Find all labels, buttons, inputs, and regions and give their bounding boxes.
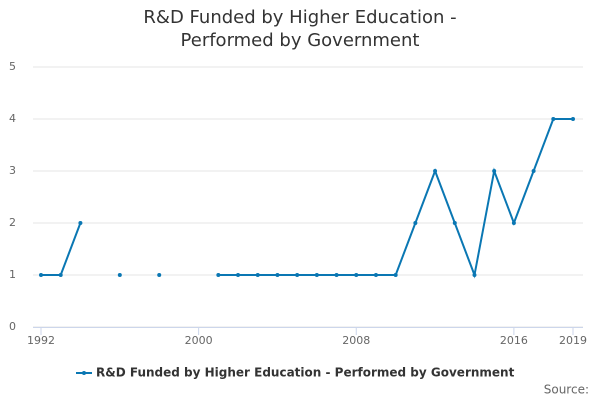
point [39, 273, 43, 277]
point [492, 169, 497, 173]
y-tick-label: 0 [9, 320, 16, 333]
point [78, 221, 83, 225]
y-tick-label: 5 [9, 60, 16, 73]
point [216, 273, 221, 277]
point [255, 273, 260, 277]
legend-label: R&D Funded by Higher Education - Perform… [96, 366, 515, 380]
point [551, 117, 556, 121]
point [472, 273, 477, 277]
point [295, 273, 300, 277]
point [314, 273, 319, 277]
legend-item[interactable]: R&D Funded by Higher Education - Perform… [76, 366, 515, 380]
point [433, 169, 438, 173]
series-line [41, 118, 573, 279]
x-tick-label: 1992 [27, 334, 55, 347]
point [413, 221, 418, 225]
point [117, 273, 122, 277]
legend-marker [82, 371, 86, 375]
point [373, 273, 378, 277]
point [157, 273, 162, 277]
point [236, 273, 241, 277]
point [511, 221, 516, 225]
point [354, 273, 359, 277]
point [531, 169, 536, 173]
y-tick-label: 4 [9, 112, 16, 125]
y-tick-label: 3 [9, 164, 16, 177]
point [275, 273, 280, 277]
point [58, 273, 63, 277]
y-tick-label: 1 [9, 268, 16, 281]
x-tick-label: 2016 [500, 334, 528, 347]
chart-title: R&D Funded by Higher Education - Perform… [143, 7, 457, 51]
x-tick-label: 2019 [559, 334, 587, 347]
source: Source: [544, 383, 589, 397]
point [452, 221, 457, 225]
point [393, 273, 398, 277]
x-tick-label: 2000 [185, 334, 213, 347]
point [334, 273, 339, 277]
x-tick-label: 2008 [342, 334, 370, 347]
point [571, 117, 575, 121]
y-tick-label: 2 [9, 216, 16, 229]
